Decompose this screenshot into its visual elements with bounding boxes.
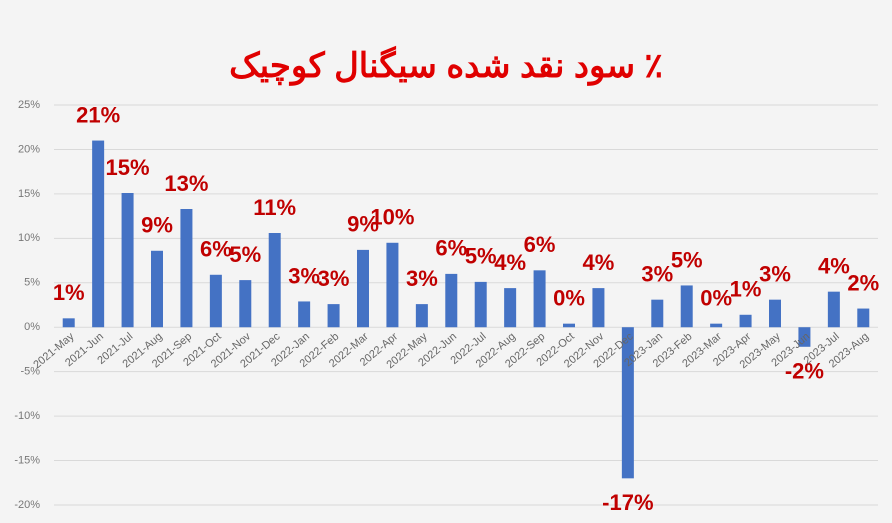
y-tick-label: -15% bbox=[14, 454, 40, 466]
value-label: 4% bbox=[494, 250, 526, 275]
bar bbox=[62, 318, 75, 328]
bar bbox=[327, 304, 340, 328]
bar bbox=[533, 270, 546, 328]
value-label: 3% bbox=[641, 261, 673, 286]
value-label: 10% bbox=[370, 205, 414, 230]
value-label: 3% bbox=[318, 266, 350, 291]
value-label: -17% bbox=[602, 490, 653, 515]
bar bbox=[857, 308, 870, 328]
value-label: 6% bbox=[524, 232, 556, 257]
value-label: 6% bbox=[200, 237, 232, 262]
value-label: 4% bbox=[818, 253, 850, 278]
y-tick-label: 10% bbox=[18, 232, 40, 244]
bar bbox=[386, 242, 399, 328]
y-tick-label: 25% bbox=[18, 99, 40, 111]
value-label: -2% bbox=[785, 359, 824, 384]
value-label: 5% bbox=[671, 247, 703, 272]
value-label: 5% bbox=[465, 244, 497, 269]
y-tick-label: -10% bbox=[14, 410, 40, 422]
bar bbox=[827, 291, 840, 328]
y-tick-label: 20% bbox=[18, 143, 40, 155]
value-label: 13% bbox=[164, 171, 208, 196]
y-tick-label: 0% bbox=[24, 321, 40, 333]
value-label: 3% bbox=[759, 261, 791, 286]
y-tick-label: 5% bbox=[24, 277, 40, 289]
chart-title: ٪ سود نقد شده سیگنال کوچیک bbox=[229, 45, 663, 86]
value-label: 9% bbox=[347, 212, 379, 237]
bar bbox=[209, 274, 222, 328]
bar bbox=[357, 249, 369, 328]
value-label: 4% bbox=[583, 250, 615, 275]
bar bbox=[769, 299, 781, 328]
bar bbox=[710, 323, 723, 328]
value-label: 1% bbox=[53, 280, 85, 305]
y-tick-label: -5% bbox=[20, 366, 40, 378]
bar bbox=[445, 273, 458, 328]
value-label: 11% bbox=[253, 195, 296, 220]
bar bbox=[739, 314, 752, 328]
value-label: 1% bbox=[730, 277, 762, 302]
y-tick-label: -20% bbox=[14, 499, 40, 511]
bar bbox=[151, 250, 163, 328]
value-label: 21% bbox=[76, 102, 120, 127]
bar bbox=[92, 140, 105, 328]
bar bbox=[474, 281, 487, 328]
bar bbox=[239, 280, 252, 328]
bar bbox=[268, 233, 281, 328]
value-label: 5% bbox=[229, 242, 261, 267]
bar bbox=[180, 209, 193, 328]
bar bbox=[621, 327, 634, 479]
bar bbox=[680, 285, 693, 328]
value-label: 6% bbox=[435, 236, 467, 261]
bar bbox=[651, 299, 664, 328]
bar bbox=[592, 288, 605, 328]
bar bbox=[798, 327, 811, 347]
bar bbox=[504, 288, 517, 328]
bar bbox=[415, 304, 428, 328]
bar bbox=[298, 301, 311, 328]
value-label: 15% bbox=[106, 155, 150, 180]
value-label: 3% bbox=[406, 266, 438, 291]
value-label: 0% bbox=[553, 285, 585, 310]
y-tick-label: 15% bbox=[18, 188, 40, 200]
bar bbox=[121, 193, 134, 328]
value-label: 3% bbox=[288, 263, 320, 288]
bar bbox=[563, 323, 575, 328]
value-label: 9% bbox=[141, 213, 173, 238]
value-label: 2% bbox=[847, 270, 879, 295]
value-label: 0% bbox=[700, 285, 732, 310]
